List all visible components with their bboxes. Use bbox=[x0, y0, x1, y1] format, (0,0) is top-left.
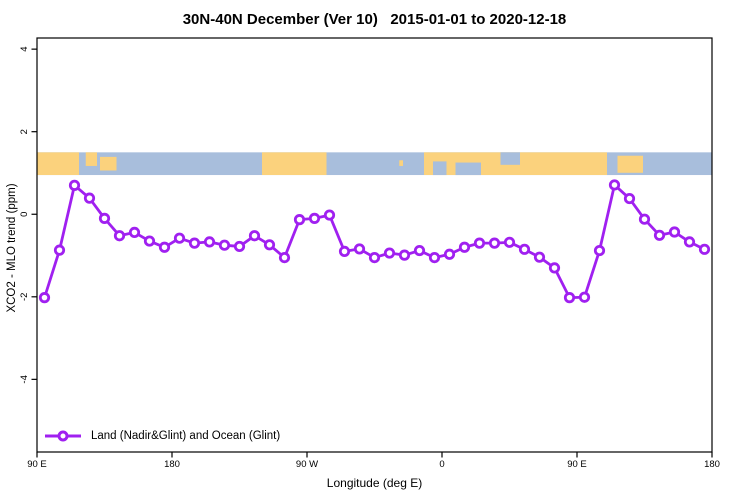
map-land-japan bbox=[100, 156, 117, 171]
data-point bbox=[218, 239, 231, 251]
data-point bbox=[578, 291, 591, 303]
map-land-azores bbox=[399, 160, 403, 166]
y-tick-label: 0 bbox=[19, 212, 30, 217]
y-axis-label: XCO2 - MLO trend (ppm) bbox=[6, 183, 18, 313]
data-point bbox=[563, 292, 576, 304]
data-point bbox=[83, 192, 96, 204]
legend-marker-icon bbox=[45, 430, 81, 442]
legend-label: Land (Nadir&Glint) and Ocean (Glint) bbox=[91, 430, 281, 442]
data-point bbox=[473, 237, 486, 249]
data-point bbox=[173, 232, 186, 244]
data-point bbox=[443, 248, 456, 260]
map-land-north-america bbox=[262, 152, 327, 176]
trend-line bbox=[43, 183, 706, 300]
x-tick-label: 180 bbox=[704, 459, 720, 470]
data-point bbox=[293, 214, 306, 226]
data-point bbox=[383, 247, 396, 259]
x-tick-label: 90 W bbox=[296, 459, 318, 470]
map-water-east-mediterranean bbox=[455, 162, 481, 176]
data-point bbox=[53, 244, 66, 256]
data-point bbox=[683, 236, 696, 248]
data-point bbox=[98, 212, 111, 224]
data-point bbox=[518, 243, 531, 255]
data-point bbox=[353, 243, 366, 255]
map-land-east-asia bbox=[37, 152, 79, 176]
data-point bbox=[233, 240, 246, 253]
data-point bbox=[503, 236, 516, 248]
data-point bbox=[428, 251, 441, 264]
data-point bbox=[308, 212, 321, 224]
data-point bbox=[248, 230, 261, 242]
x-tick-label: 0 bbox=[439, 459, 444, 470]
x-tick-label: 180 bbox=[164, 459, 180, 470]
chart-title: 30N-40N December (Ver 10) 2015-01-01 to … bbox=[182, 11, 567, 28]
data-point bbox=[38, 292, 51, 304]
data-point bbox=[548, 262, 561, 274]
x-tick-label: 90 E bbox=[27, 459, 47, 470]
y-tick-label: 2 bbox=[19, 129, 30, 134]
data-point bbox=[488, 237, 501, 249]
data-point bbox=[668, 226, 681, 238]
data-point bbox=[623, 192, 636, 205]
data-point bbox=[653, 229, 666, 241]
data-point bbox=[398, 249, 411, 261]
data-point bbox=[158, 241, 171, 253]
map-land-korea bbox=[85, 152, 97, 166]
data-point bbox=[368, 251, 381, 264]
data-point bbox=[533, 251, 546, 263]
data-point bbox=[113, 230, 126, 242]
data-point bbox=[263, 239, 276, 251]
data-point bbox=[338, 245, 351, 257]
data-point bbox=[638, 213, 651, 225]
legend: Land (Nadir&Glint) and Ocean (Glint) bbox=[44, 429, 280, 443]
map-water-black-caspian-sea bbox=[500, 152, 520, 165]
map-water-sea-of-japan bbox=[607, 159, 618, 176]
data-point bbox=[593, 244, 606, 257]
data-point bbox=[68, 179, 81, 191]
x-tick-label: 90 E bbox=[567, 459, 587, 470]
y-tick-label: -2 bbox=[19, 293, 30, 301]
data-point bbox=[698, 243, 711, 255]
data-point bbox=[278, 251, 291, 264]
y-tick-label: 4 bbox=[19, 46, 30, 51]
data-point bbox=[458, 241, 471, 253]
data-point bbox=[608, 179, 621, 191]
map-land-japan-2 bbox=[617, 155, 643, 173]
x-axis-label: Longitude (deg E) bbox=[326, 476, 423, 490]
data-point bbox=[323, 209, 336, 221]
plot-box bbox=[36, 37, 713, 453]
data-point bbox=[128, 226, 141, 239]
data-point bbox=[188, 237, 201, 249]
data-point bbox=[143, 235, 156, 247]
map-water-west-mediterranean bbox=[433, 161, 447, 176]
data-point bbox=[203, 236, 216, 248]
data-point bbox=[413, 244, 426, 257]
y-tick-label: -4 bbox=[19, 375, 30, 383]
